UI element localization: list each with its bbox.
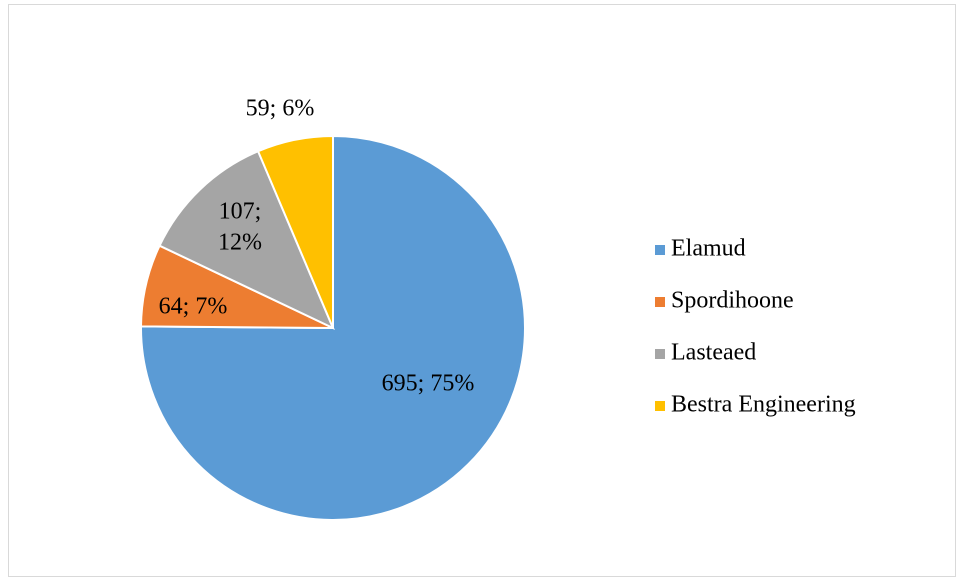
- legend-label: Bestra Engineering: [671, 392, 856, 418]
- pie-slice: [256, 134, 334, 329]
- legend-label: Lasteaed: [671, 340, 756, 366]
- pie-slice: [140, 134, 526, 521]
- legend-label: Elamud: [671, 236, 746, 262]
- legend-swatch: [655, 297, 665, 307]
- legend-swatch: [655, 245, 665, 255]
- data-label: 59; 6%: [246, 96, 315, 122]
- pie-slice: [158, 149, 335, 331]
- legend-swatch: [655, 349, 665, 359]
- data-label: 64; 7%: [159, 294, 228, 320]
- data-label: 107; 12%: [218, 198, 262, 255]
- legend-swatch: [655, 401, 665, 411]
- legend-label: Spordihoone: [671, 288, 794, 314]
- data-label: 695; 75%: [382, 371, 475, 397]
